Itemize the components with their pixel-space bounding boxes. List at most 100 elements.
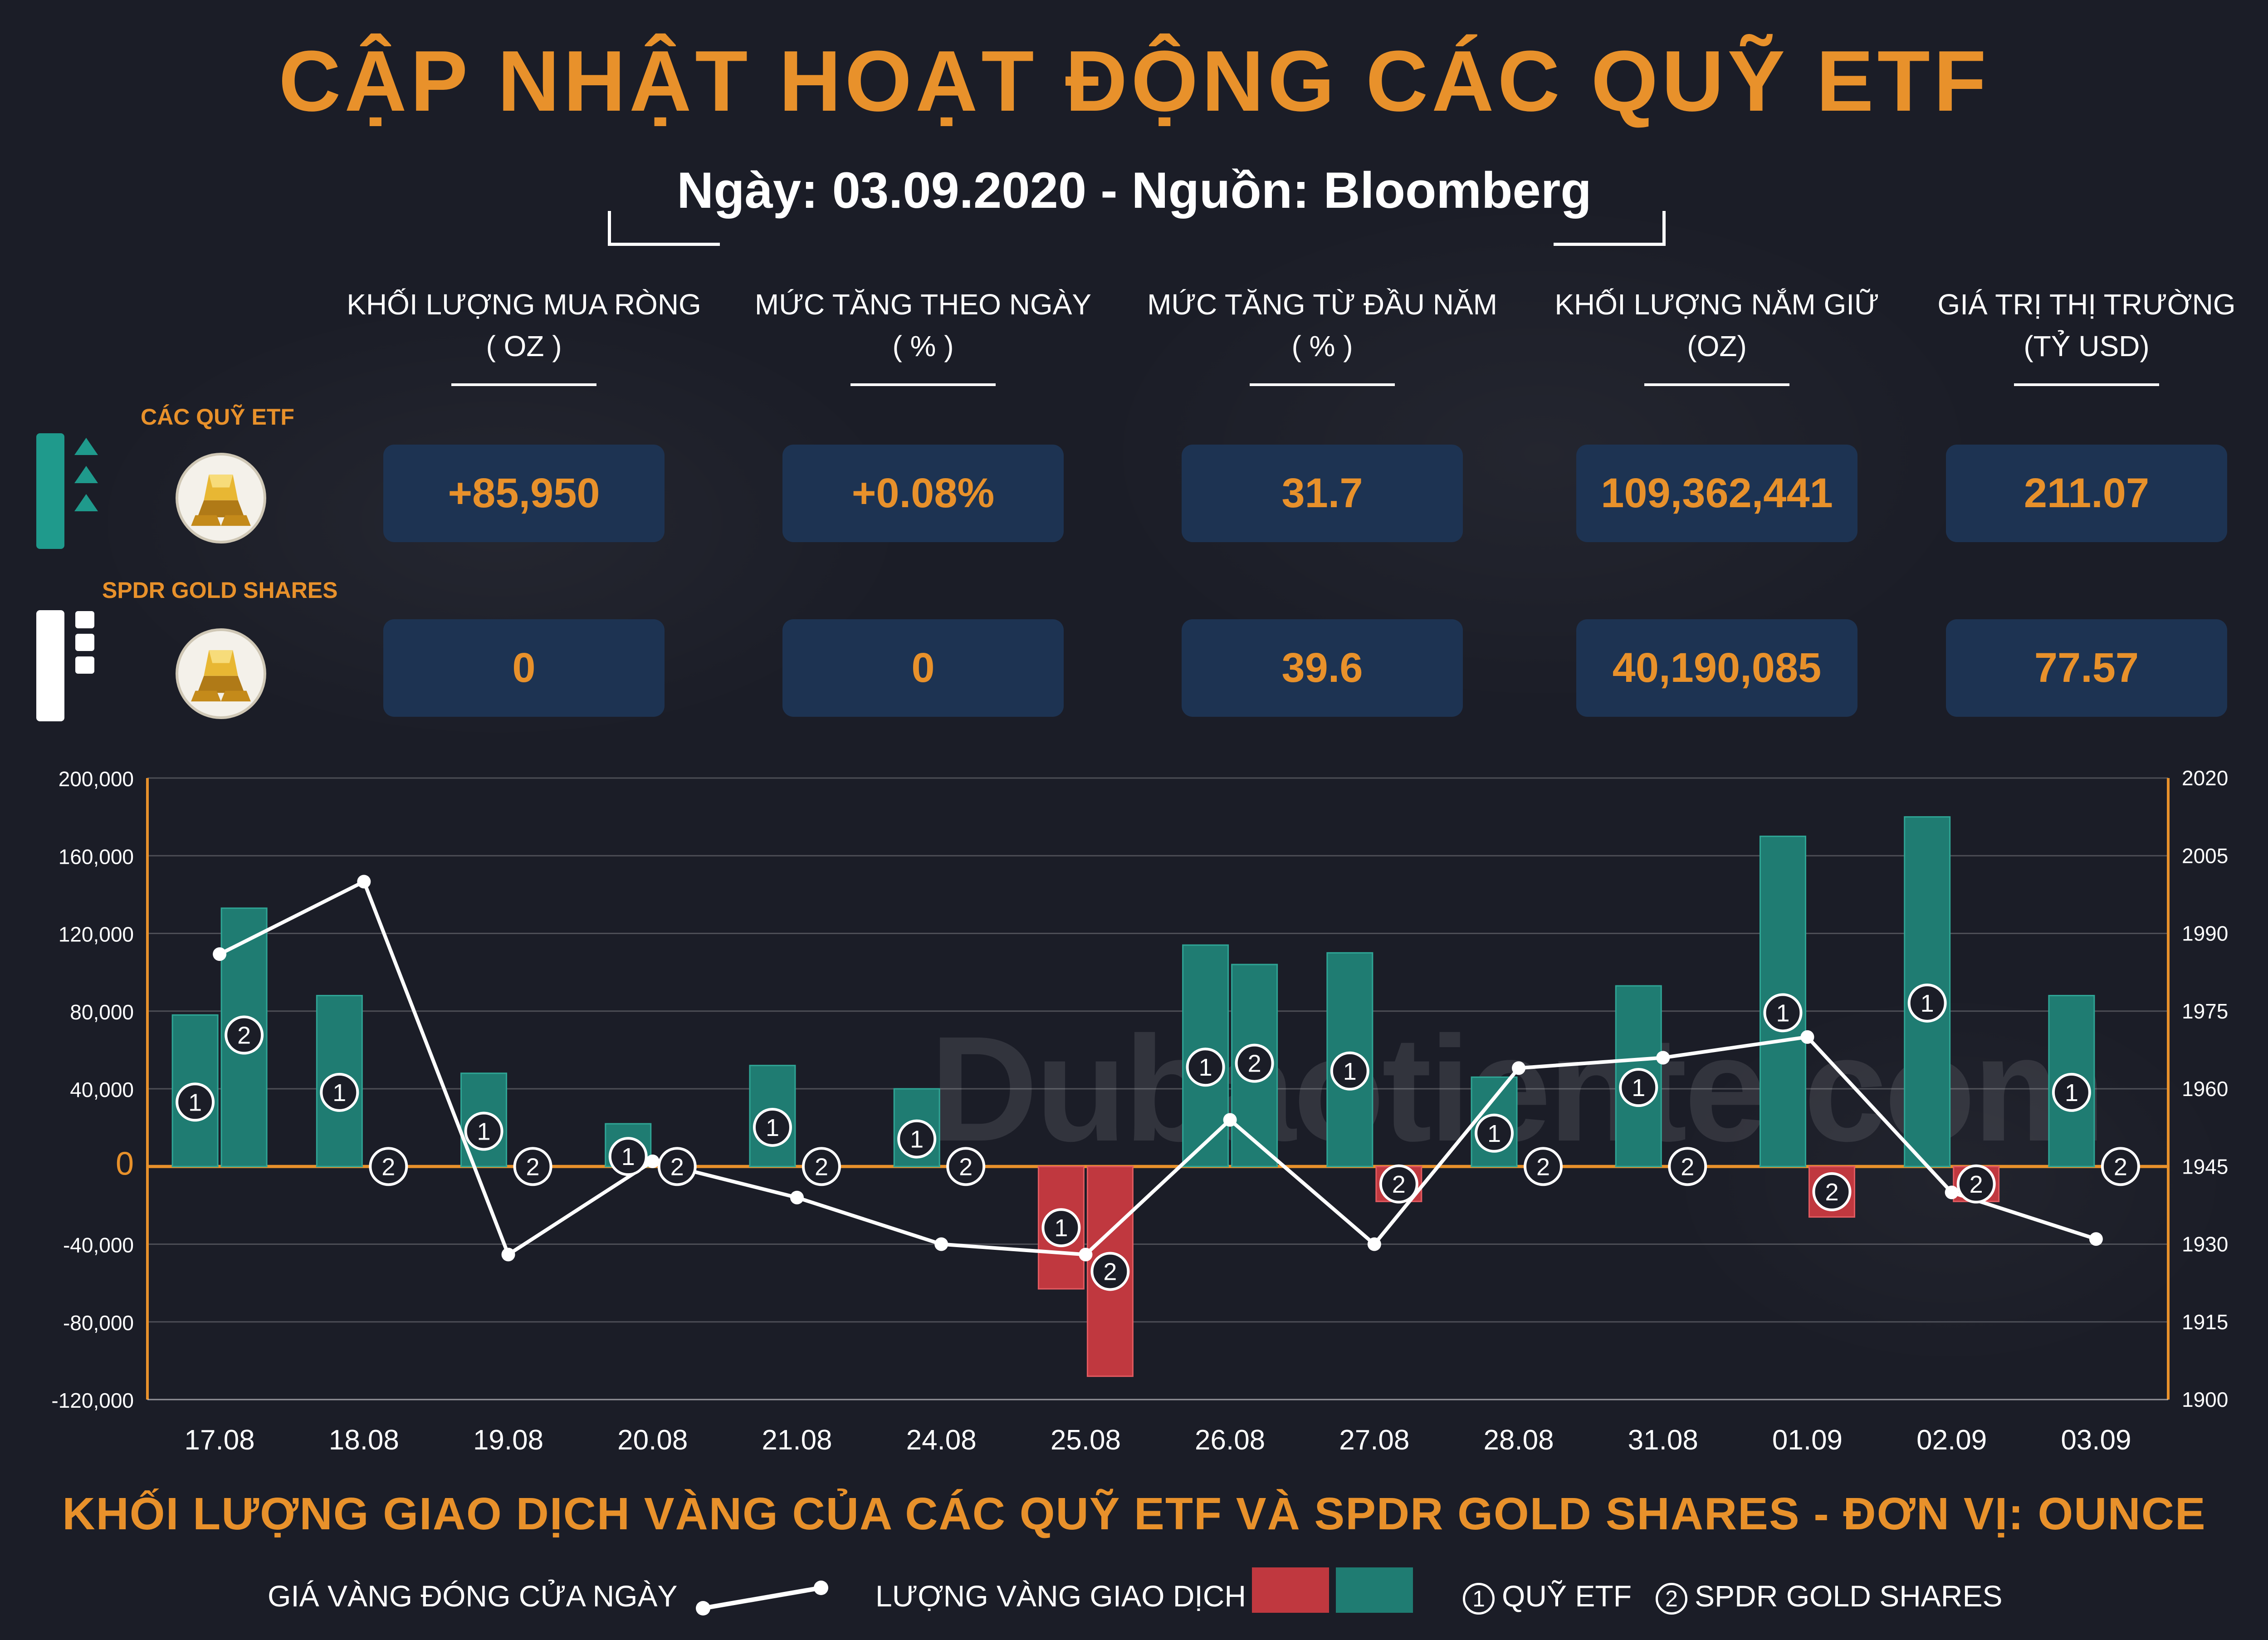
legend-series-2: 2 SPDR GOLD SHARES — [1656, 1579, 2003, 1615]
marker-2-icon: 2 — [1656, 1582, 1687, 1615]
series-marker-label: 2 — [1536, 1153, 1550, 1180]
series-marker-2-icon — [513, 1147, 552, 1186]
x-tick-label: 25.08 — [1051, 1425, 1121, 1456]
gold-bar-icon — [176, 453, 266, 543]
column-header-line2: (TỶ USD) — [2024, 330, 2150, 362]
y-right-tick-label: 1915 — [2182, 1310, 2228, 1334]
y-right-tick-label: 1960 — [2182, 1077, 2228, 1101]
column-underline — [1644, 383, 1789, 386]
row-label-spdr: SPDR GOLD SHARES — [102, 578, 338, 603]
series-marker-1-icon — [1041, 1208, 1081, 1248]
series-marker-2-icon — [1524, 1147, 1563, 1186]
gold-price-point-28.08 — [1512, 1061, 1526, 1075]
legend-series-1: 1 QUỸ ETF — [1463, 1579, 1632, 1615]
series-marker-1-icon — [320, 1072, 359, 1112]
x-tick-label: 19.08 — [473, 1425, 543, 1456]
gold-price-point-19.08 — [501, 1248, 515, 1262]
series-marker-1-icon — [1907, 983, 1947, 1023]
series-marker-label: 2 — [1103, 1258, 1117, 1285]
y-right-tick-label: 1930 — [2182, 1233, 2228, 1256]
gold-price-point-31.08 — [1656, 1051, 1670, 1065]
series-marker-1-icon — [464, 1111, 503, 1151]
gold-price-line — [219, 879, 2097, 1258]
value-card: 0 — [383, 619, 665, 717]
series-marker-label: 1 — [1054, 1214, 1068, 1242]
series-marker-label: 2 — [1392, 1171, 1406, 1198]
series-marker-label: 2 — [670, 1153, 684, 1180]
y-left-tick-label: 120,000 — [59, 923, 134, 946]
series-marker-1-icon — [1186, 1048, 1225, 1087]
series-marker-2-icon — [946, 1147, 986, 1186]
x-tick-label: 21.08 — [762, 1425, 832, 1456]
y-right-tick-label: 1900 — [2182, 1388, 2228, 1411]
gold-price-point-21.08 — [790, 1190, 804, 1204]
y-right-tick-label: 1990 — [2182, 922, 2228, 945]
column-header-line1: GIÁ TRỊ THỊ TRƯỜNG — [1937, 288, 2236, 321]
series-marker-label: 1 — [477, 1118, 491, 1146]
subtitle-bracket-left — [608, 211, 720, 246]
y-left-tick-label: 80,000 — [70, 1000, 134, 1024]
column-header-line1: MỨC TĂNG THEO NGÀY — [754, 288, 1092, 321]
x-tick-label: 31.08 — [1628, 1425, 1698, 1456]
x-tick-label: 24.08 — [906, 1425, 977, 1456]
column-underline — [1250, 383, 1395, 386]
column-header-ytd-change: MỨC TĂNG TỪ ĐẦU NĂM ( % ) — [1118, 284, 1526, 386]
x-tick-label: 02.09 — [1916, 1425, 1987, 1456]
column-header-line2: ( % ) — [1291, 330, 1353, 362]
marker-1-icon: 1 — [1463, 1582, 1495, 1615]
gold-price-point-24.08 — [934, 1237, 948, 1251]
etf-volume-chart: -120,000 -80,000 -40,000 0 40,000 80,000 120,0… — [51, 766, 2228, 1456]
column-header-market-value: GIÁ TRỊ THỊ TRƯỜNG (TỶ USD) — [1882, 284, 2268, 386]
series-marker-1-icon — [753, 1107, 792, 1147]
value-card: +0.08% — [782, 445, 1064, 542]
y-right-tick-label: 1975 — [2182, 999, 2228, 1023]
series-marker-label: 2 — [237, 1022, 251, 1049]
series-marker-label: 1 — [1343, 1058, 1357, 1085]
y-left-tick-label: 200,000 — [59, 767, 134, 791]
column-header-line2: ( % ) — [892, 330, 954, 362]
y-left-tick-label: -120,000 — [51, 1389, 134, 1412]
series-marker-label: 2 — [526, 1153, 540, 1180]
series-marker-2-icon — [1090, 1252, 1130, 1291]
series-marker-2-icon — [1668, 1147, 1707, 1186]
column-header-line2: ( OZ ) — [486, 330, 562, 362]
gold-price-point-18.08 — [357, 875, 371, 889]
spdr-blocks-icon — [36, 610, 94, 721]
series-marker-1-icon — [1763, 993, 1803, 1033]
legend-line-swatch — [696, 1581, 828, 1616]
x-tick-label: 18.08 — [329, 1425, 399, 1456]
series-marker-1-icon — [1330, 1051, 1369, 1091]
series-marker-2-icon — [1379, 1164, 1418, 1204]
series-marker-1-icon — [1619, 1068, 1658, 1107]
gold-price-point-03.09 — [2089, 1232, 2103, 1246]
column-header-holdings: KHỐI LƯỢNG NẮM GIỮ (OZ) — [1513, 284, 1921, 386]
y-left-tick-label: -80,000 — [63, 1311, 134, 1335]
x-tick-label: 20.08 — [617, 1425, 688, 1456]
value-card: 109,362,441 — [1576, 445, 1857, 542]
series-marker-label: 1 — [332, 1079, 346, 1106]
value-card: 40,190,085 — [1576, 619, 1857, 717]
gold-price-point-02.09 — [1945, 1185, 1959, 1199]
series-marker-1-icon — [176, 1082, 215, 1122]
x-tick-label: 27.08 — [1339, 1425, 1409, 1456]
gold-price-point-17.08 — [213, 947, 227, 961]
legend-series-1-label: QUỸ ETF — [1502, 1579, 1632, 1613]
y-right-tick-label: 1945 — [2182, 1155, 2228, 1178]
column-underline — [2014, 383, 2159, 386]
legend-positive-swatch — [1336, 1567, 1413, 1613]
gold-bar-icon — [176, 628, 266, 719]
series-marker-label: 1 — [1487, 1120, 1501, 1147]
column-header-net-buy: KHỐI LƯỢNG MUA RÒNG ( OZ ) — [320, 284, 728, 386]
y-left-tick-label: 0 — [116, 1146, 134, 1182]
x-tick-label: 01.09 — [1772, 1425, 1843, 1456]
y-left-tick-label: 160,000 — [59, 845, 134, 868]
gold-price-point-27.08 — [1367, 1237, 1381, 1251]
y-right-tick-label: 2005 — [2182, 844, 2228, 867]
series-marker-2-icon — [2101, 1147, 2140, 1186]
series-marker-label: 2 — [1970, 1171, 1983, 1198]
series-marker-1-icon — [1475, 1113, 1514, 1153]
gold-price-point-01.09 — [1800, 1030, 1814, 1044]
series-marker-label: 1 — [188, 1089, 202, 1116]
series-marker-2-icon — [1956, 1164, 1996, 1204]
column-underline — [850, 383, 996, 386]
